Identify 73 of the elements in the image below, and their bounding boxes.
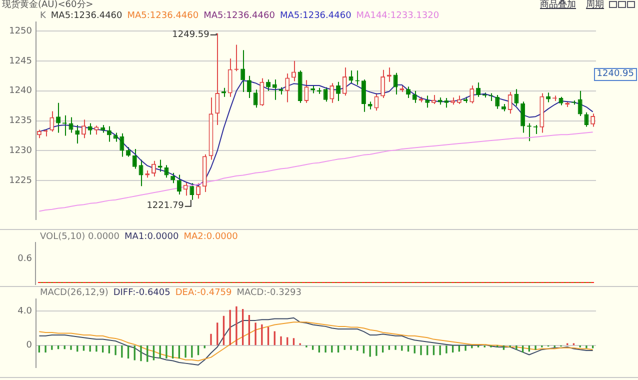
candlestick (514, 88, 519, 106)
candlestick (253, 89, 258, 108)
candlestick (425, 95, 430, 108)
y-tick-label: 1250 (9, 26, 32, 36)
candlestick (170, 172, 176, 184)
text: MACD:-0.3293 (236, 288, 302, 298)
candlestick (323, 86, 328, 102)
annotation: 1221.79 (146, 201, 184, 212)
y-tick-label: 1240 (9, 86, 32, 96)
text: 0.6 (18, 254, 32, 264)
text: 1240.95 (594, 68, 637, 81)
candlestick (362, 78, 366, 112)
candlestick (590, 113, 596, 128)
text: 周期 (586, 0, 604, 10)
candlestick (304, 80, 309, 104)
candlestick (260, 78, 264, 106)
candlestick (120, 132, 124, 158)
candlestick (240, 50, 246, 93)
candlestick (82, 119, 86, 139)
candlestick (246, 75, 252, 99)
candlestick (152, 160, 156, 177)
annotation: 1249.59 (172, 30, 210, 40)
candlestick (330, 82, 334, 104)
candlestick (50, 110, 54, 132)
candlestick (444, 98, 449, 108)
text: MA2:0.0000 (184, 232, 238, 242)
candlestick (380, 69, 386, 99)
text: VOL(5,10) 0.0000 (40, 232, 120, 242)
candlestick (88, 122, 92, 136)
candlestick (578, 90, 582, 117)
candlestick (520, 101, 526, 134)
text: DEA:-0.4759 (175, 288, 232, 298)
candlestick (584, 112, 589, 128)
candlestick (470, 84, 474, 104)
y-tick-label: 0 (26, 340, 32, 351)
text: DIFF:-0.6405 (113, 288, 170, 298)
y-tick-label: 1230 (9, 146, 32, 156)
candlestick (393, 72, 398, 95)
text: MA144:1233.1320 (356, 10, 440, 21)
y-tick-label: 4.0 (18, 306, 32, 316)
candlestick (272, 78, 277, 100)
candlestick (546, 92, 550, 103)
y-tick-label: 1235 (9, 116, 32, 126)
candlestick (495, 94, 500, 110)
candlestick (342, 67, 347, 96)
candlestick (106, 126, 112, 142)
candlestick (183, 182, 188, 196)
text: K (40, 10, 47, 21)
candlestick (336, 81, 340, 102)
text: MA5:1236.4460 (50, 10, 123, 21)
candlestick (508, 92, 512, 114)
text: MA5:1236.4460 (280, 10, 352, 21)
candlestick (374, 92, 379, 112)
y-tick-label: 1225 (9, 176, 32, 186)
text: MACD(26,12,9) (40, 288, 108, 298)
text: MA5:1236.4460 (204, 10, 276, 21)
candlestick (132, 148, 137, 170)
text: MA1:0.0000 (124, 232, 179, 242)
candlestick (292, 60, 296, 82)
candlestick (196, 182, 200, 200)
candlestick (75, 124, 80, 144)
text: MA5:1236.4460 (127, 10, 199, 21)
candlestick (176, 174, 182, 195)
candlestick (406, 86, 410, 99)
candlestick (285, 72, 290, 103)
candlestick (164, 164, 169, 178)
candlestick (266, 78, 270, 92)
y-tick-label: 1245 (9, 56, 32, 66)
candlestick (215, 32, 220, 126)
candlestick (190, 182, 194, 200)
candlestick (228, 58, 232, 98)
candlestick (412, 90, 417, 104)
candlestick (56, 102, 60, 134)
